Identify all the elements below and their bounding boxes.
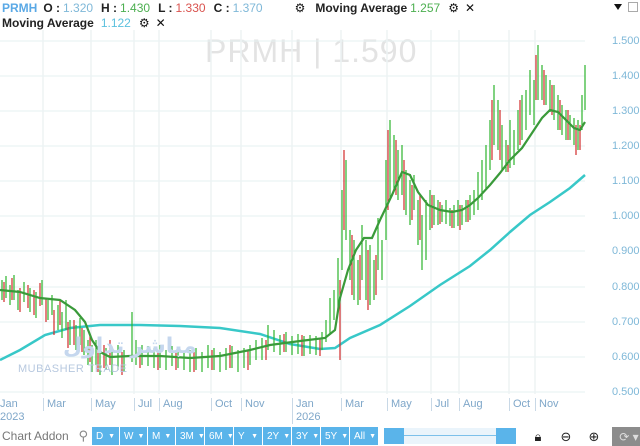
caret-down-icon: ▼ xyxy=(197,432,205,440)
chart-addon-search[interactable]: Chart Addon ⚲ xyxy=(0,427,92,445)
caret-down-icon: ▼ xyxy=(341,432,349,440)
y-tick: 0.700 xyxy=(612,316,640,328)
caret-down-icon: ▼ xyxy=(108,432,115,440)
gear-icon[interactable]: ⚙ xyxy=(294,0,306,15)
ma2-name: Moving Average xyxy=(2,15,94,30)
y-tick: 0.800 xyxy=(612,281,640,293)
y-tick: 1.200 xyxy=(612,140,640,152)
y-tick: 1.000 xyxy=(612,210,640,222)
range-button-5y[interactable]: 5Y ▼ xyxy=(321,427,349,445)
caret-down-icon: ▼ xyxy=(312,432,320,440)
high-label: H : xyxy=(101,0,118,15)
y-tick: 0.600 xyxy=(612,351,640,363)
low-label: L : xyxy=(158,0,173,15)
caret-down-icon: ▼ xyxy=(369,432,377,440)
brand-arabic: مباشر تداول xyxy=(63,333,197,358)
range-button-y[interactable]: Y ▼ xyxy=(234,427,262,445)
chart-options[interactable] xyxy=(614,2,638,12)
search-icon[interactable]: ⚲ xyxy=(78,428,88,443)
zoom-out-icon[interactable]: ⊖ xyxy=(560,429,572,444)
x-tick: Nov xyxy=(535,398,559,411)
x-tick: Mar xyxy=(341,398,364,411)
range-button-3m[interactable]: 3M ▼ xyxy=(176,427,205,445)
lock-icon[interactable]: 🔒︎ xyxy=(534,429,542,444)
candlesticks xyxy=(1,45,586,375)
y-tick: 0.900 xyxy=(612,245,640,257)
range-button-6m[interactable]: 6M ▼ xyxy=(205,427,234,445)
x-axis: Jan 2023 Mar May Jul Aug Oct Nov Jan 202… xyxy=(0,394,640,426)
x-tick: Jul xyxy=(431,398,449,411)
x-tick: May xyxy=(387,398,412,411)
brand-english: MUBASHER TRADE xyxy=(18,363,128,375)
refresh-icon[interactable]: ⟳ ▾ xyxy=(612,427,640,446)
x-tick: Aug xyxy=(159,398,183,411)
range-navigator[interactable] xyxy=(384,428,516,444)
zoom-in-icon[interactable]: ⊕ xyxy=(588,429,600,444)
x-tick: Jan 2026 xyxy=(292,398,320,424)
caret-down-icon: ▼ xyxy=(137,432,145,440)
x-tick: Mar xyxy=(43,398,66,411)
y-tick: 1.400 xyxy=(612,70,640,82)
range-button-all[interactable]: All ▼ xyxy=(350,427,378,445)
ma-short-line xyxy=(0,108,586,360)
open-value: 1.320 xyxy=(63,0,94,15)
ma2-legend: Moving Average 1.122 ⚙ ✕ xyxy=(2,15,172,30)
range-button-w[interactable]: W ▼ xyxy=(120,427,147,445)
high-value: 1.430 xyxy=(120,0,151,15)
x-tick: Oct xyxy=(509,398,530,411)
ma1-value: 1.257 xyxy=(410,0,441,15)
gear-icon[interactable]: ⚙ xyxy=(138,15,150,30)
chart-legend: PRMH O :1.320 H :1.430 L :1.330 C :1.370… xyxy=(0,0,640,32)
range-button-m[interactable]: M ▼ xyxy=(148,427,175,445)
navigator-track xyxy=(404,435,496,436)
dropdown-arrow-icon[interactable] xyxy=(614,4,622,10)
caret-down-icon: ▼ xyxy=(283,432,291,440)
range-button-3y[interactable]: 3Y ▼ xyxy=(292,427,320,445)
close-icon[interactable]: ✕ xyxy=(464,0,476,15)
y-tick: 1.100 xyxy=(612,175,640,187)
navigator-right-handle[interactable] xyxy=(496,428,516,444)
navigator-left-handle[interactable] xyxy=(384,428,404,444)
y-tick: 0.500 xyxy=(612,386,640,398)
close-value: 1.370 xyxy=(232,0,263,15)
x-tick: Nov xyxy=(241,398,265,411)
x-tick: Aug xyxy=(459,398,483,411)
caret-down-icon: ▼ xyxy=(251,432,258,440)
low-value: 1.330 xyxy=(175,0,206,15)
close-label: C : xyxy=(213,0,230,15)
ma2-value: 1.122 xyxy=(100,15,131,30)
y-tick: 1.500 xyxy=(612,35,640,47)
range-button-d[interactable]: D ▼ xyxy=(92,427,119,445)
x-tick: Jan 2023 xyxy=(0,398,25,423)
bottom-toolbar: Chart Addon ⚲ D ▼ W ▼ M ▼ 3M ▼ 6M ▼ Y ▼ 2Y ▼ 3Y… xyxy=(0,426,640,446)
chart-addon-label: Chart Addon xyxy=(2,429,69,443)
ma1-name: Moving Average xyxy=(315,0,408,15)
caret-down-icon: ▼ xyxy=(164,432,172,440)
symbol-watermark: PRMH | 1.590 xyxy=(205,33,418,69)
symbol-label: PRMH xyxy=(2,0,38,15)
chart-tools: 🔒︎ ⊖ ⊕ ⟳ ▾ xyxy=(528,427,640,446)
y-tick: 1.300 xyxy=(612,105,640,117)
x-tick: May xyxy=(91,398,116,411)
maximize-icon[interactable] xyxy=(628,2,638,12)
gear-icon[interactable]: ⚙ xyxy=(448,0,459,15)
price-chart[interactable] xyxy=(0,0,640,394)
caret-down-icon: ▼ xyxy=(226,432,234,440)
ohlc-legend: PRMH O :1.320 H :1.430 L :1.330 C :1.370… xyxy=(2,0,481,15)
x-tick: Oct xyxy=(211,398,232,411)
open-label: O : xyxy=(43,0,61,15)
close-icon[interactable]: ✕ xyxy=(155,15,166,30)
ma-long-line xyxy=(0,174,586,362)
x-tick: Jul xyxy=(134,398,152,411)
range-button-2y[interactable]: 2Y ▼ xyxy=(263,427,291,445)
vertical-gridlines xyxy=(42,30,536,394)
